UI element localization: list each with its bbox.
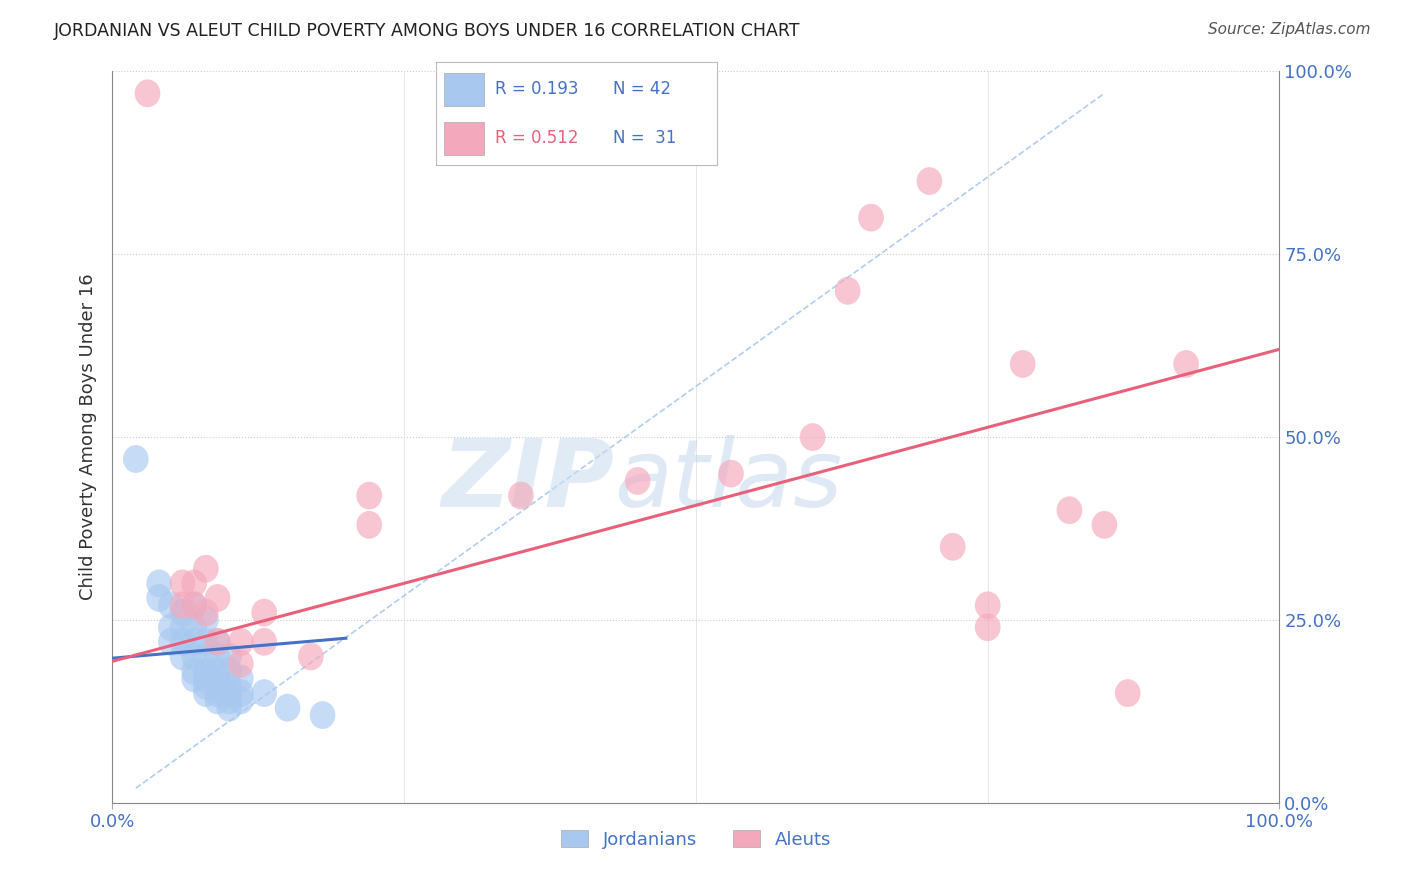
Ellipse shape — [205, 679, 231, 707]
Ellipse shape — [217, 694, 242, 722]
Ellipse shape — [170, 599, 195, 626]
Ellipse shape — [1115, 679, 1140, 707]
Ellipse shape — [1091, 511, 1118, 539]
Text: JORDANIAN VS ALEUT CHILD POVERTY AMONG BOYS UNDER 16 CORRELATION CHART: JORDANIAN VS ALEUT CHILD POVERTY AMONG B… — [53, 22, 800, 40]
Ellipse shape — [217, 687, 242, 714]
Text: Source: ZipAtlas.com: Source: ZipAtlas.com — [1208, 22, 1371, 37]
Ellipse shape — [193, 628, 219, 656]
Ellipse shape — [1010, 350, 1036, 378]
Text: R = 0.193: R = 0.193 — [495, 80, 578, 98]
Ellipse shape — [252, 599, 277, 626]
Ellipse shape — [205, 642, 231, 671]
Ellipse shape — [217, 672, 242, 699]
Ellipse shape — [193, 642, 219, 671]
Ellipse shape — [205, 628, 231, 656]
Ellipse shape — [146, 584, 172, 612]
Ellipse shape — [181, 591, 207, 619]
Ellipse shape — [193, 606, 219, 634]
Text: N = 42: N = 42 — [613, 80, 671, 98]
Text: R = 0.512: R = 0.512 — [495, 129, 578, 147]
Text: ZIP: ZIP — [441, 435, 614, 527]
Ellipse shape — [193, 555, 219, 582]
Ellipse shape — [217, 642, 242, 671]
Ellipse shape — [800, 423, 825, 451]
Ellipse shape — [157, 614, 184, 641]
Ellipse shape — [193, 665, 219, 692]
Bar — [444, 73, 484, 105]
Legend: Jordanians, Aleuts: Jordanians, Aleuts — [561, 830, 831, 848]
Ellipse shape — [1173, 350, 1199, 378]
Ellipse shape — [181, 591, 207, 619]
Ellipse shape — [193, 672, 219, 699]
Ellipse shape — [508, 482, 534, 509]
Ellipse shape — [974, 591, 1001, 619]
Ellipse shape — [718, 459, 744, 488]
Ellipse shape — [205, 665, 231, 692]
Ellipse shape — [181, 628, 207, 656]
Ellipse shape — [181, 569, 207, 598]
Ellipse shape — [356, 482, 382, 509]
Ellipse shape — [170, 628, 195, 656]
Ellipse shape — [274, 694, 301, 722]
Ellipse shape — [939, 533, 966, 561]
Ellipse shape — [181, 642, 207, 671]
Ellipse shape — [917, 167, 942, 195]
Ellipse shape — [205, 687, 231, 714]
Ellipse shape — [193, 679, 219, 707]
Ellipse shape — [205, 628, 231, 656]
Ellipse shape — [170, 642, 195, 671]
Ellipse shape — [157, 591, 184, 619]
Ellipse shape — [205, 672, 231, 699]
Ellipse shape — [193, 599, 219, 626]
Ellipse shape — [170, 614, 195, 641]
Ellipse shape — [205, 584, 231, 612]
Ellipse shape — [122, 445, 149, 473]
Ellipse shape — [228, 687, 253, 714]
Ellipse shape — [228, 665, 253, 692]
Ellipse shape — [858, 203, 884, 232]
Ellipse shape — [309, 701, 336, 729]
Ellipse shape — [146, 569, 172, 598]
Ellipse shape — [170, 591, 195, 619]
Ellipse shape — [228, 650, 253, 678]
Y-axis label: Child Poverty Among Boys Under 16: Child Poverty Among Boys Under 16 — [79, 274, 97, 600]
Ellipse shape — [181, 657, 207, 685]
Ellipse shape — [252, 628, 277, 656]
Ellipse shape — [193, 657, 219, 685]
Ellipse shape — [170, 569, 195, 598]
Ellipse shape — [356, 511, 382, 539]
Ellipse shape — [217, 679, 242, 707]
Ellipse shape — [181, 614, 207, 641]
Ellipse shape — [157, 628, 184, 656]
Ellipse shape — [217, 657, 242, 685]
Ellipse shape — [205, 657, 231, 685]
Text: N =  31: N = 31 — [613, 129, 676, 147]
Ellipse shape — [228, 628, 253, 656]
Ellipse shape — [1056, 496, 1083, 524]
Bar — [444, 122, 484, 155]
Ellipse shape — [228, 679, 253, 707]
Ellipse shape — [624, 467, 651, 495]
Ellipse shape — [835, 277, 860, 305]
Ellipse shape — [135, 79, 160, 107]
Ellipse shape — [974, 614, 1001, 641]
Text: atlas: atlas — [614, 435, 842, 526]
Ellipse shape — [298, 642, 323, 671]
Ellipse shape — [252, 679, 277, 707]
Ellipse shape — [181, 665, 207, 692]
